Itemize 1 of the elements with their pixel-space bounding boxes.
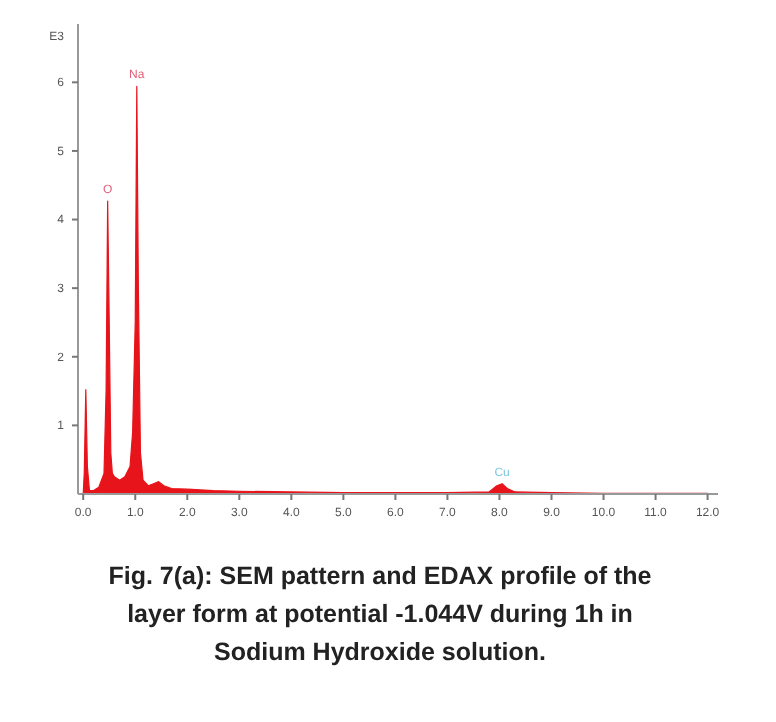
text: Fig. 7(a): SEM pattern and EDAX profile of the layer form at potential -1.044V during 1h in Sodium Hydroxide solution. [108, 562, 652, 666]
